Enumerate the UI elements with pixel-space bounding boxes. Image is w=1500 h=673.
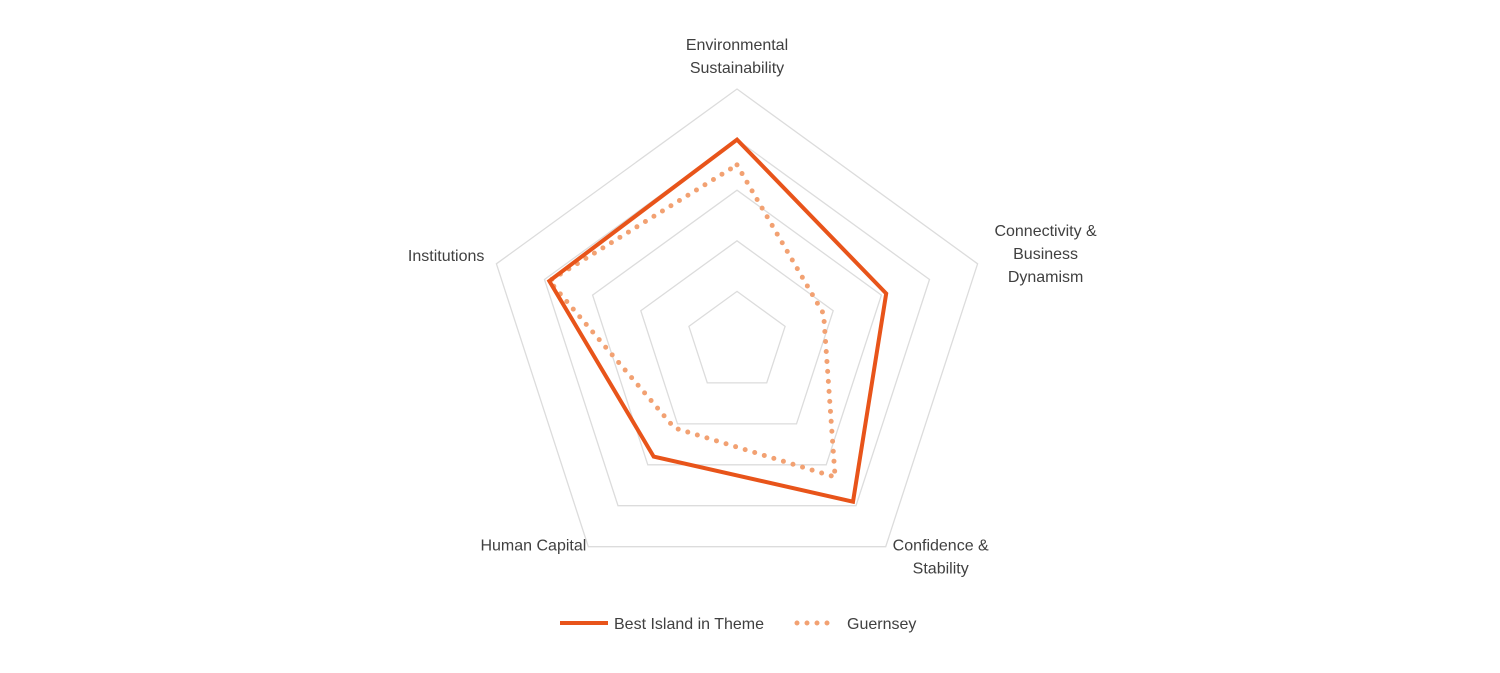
axis-label-line: Institutions (408, 248, 484, 265)
axis-label-3: Confidence & Stability (893, 538, 989, 578)
axis-labels: Environmental Sustainability Connectivity … (408, 37, 1097, 578)
axis-label-line: Human Capital (480, 538, 586, 555)
axis-label-1: Environmental Sustainability (686, 37, 788, 77)
axis-label-line: Dynamism (1008, 269, 1084, 286)
grid-ring-5 (495, 88, 979, 548)
legend-label-1: Best Island in Theme (614, 616, 764, 633)
legend: Best Island in Theme Guernsey (560, 616, 916, 633)
axis-label-line: Confidence & (893, 538, 989, 555)
series-line-1 (546, 136, 889, 505)
axis-label-line: Stability (913, 561, 969, 578)
axis-label-line: Sustainability (690, 60, 784, 77)
series-line-2 (545, 161, 838, 481)
legend-label-2: Guernsey (847, 616, 916, 633)
axis-label-5: Institutions (408, 248, 484, 265)
axis-label-line: Business (1013, 246, 1078, 263)
axis-label-4: Human Capital (480, 538, 586, 555)
grid-ring-4 (543, 138, 931, 507)
grid-ring-2 (640, 239, 834, 425)
grid-ring-3 (591, 189, 883, 466)
axis-label-2: Connectivity & Business Dynamism (994, 223, 1097, 286)
axis-label-line: Connectivity & (994, 223, 1097, 240)
radar-series (545, 136, 889, 505)
grid-ring-1 (688, 290, 786, 384)
radar-grid (495, 88, 979, 548)
axis-label-line: Environmental (686, 37, 788, 54)
